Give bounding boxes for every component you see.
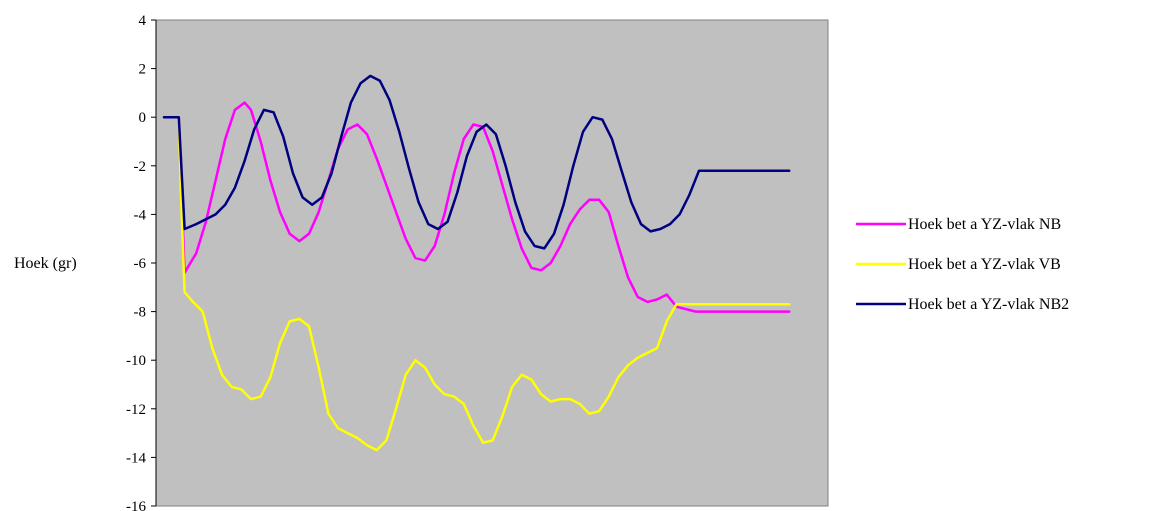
y-axis: 4 2 0 -2 -4 -6 -8 -10 -12 -14 -16 (126, 13, 157, 511)
y-tick-label: -10 (126, 353, 146, 369)
series-line-3 (162, 74, 791, 250)
plot-area (155, 19, 829, 507)
legend: Hoek bet a YZ-vlak NB Hoek bet a YZ-vlak … (856, 216, 1069, 313)
y-tick-label: -16 (126, 499, 146, 511)
legend-label-1: Hoek bet a YZ-vlak NB (908, 216, 1061, 233)
y-tick-label: -4 (134, 207, 147, 223)
series-line-2 (162, 115, 791, 452)
y-axis-title: Hoek (gr) (14, 255, 77, 272)
y-tick-label: -2 (134, 159, 147, 175)
series-line-1 (162, 101, 791, 313)
y-tick-label: -12 (126, 402, 146, 418)
y-tick-label: 4 (139, 13, 147, 29)
y-tick-label: -14 (126, 450, 146, 466)
y-tick-label: 0 (139, 110, 147, 126)
y-tick-label: -8 (134, 305, 147, 321)
y-tick-label: -6 (134, 256, 147, 272)
series-layer (162, 74, 791, 452)
y-tick-label: 2 (139, 62, 147, 78)
legend-label-3: Hoek bet a YZ-vlak NB2 (908, 296, 1069, 313)
legend-label-2: Hoek bet a YZ-vlak VB (908, 256, 1061, 273)
